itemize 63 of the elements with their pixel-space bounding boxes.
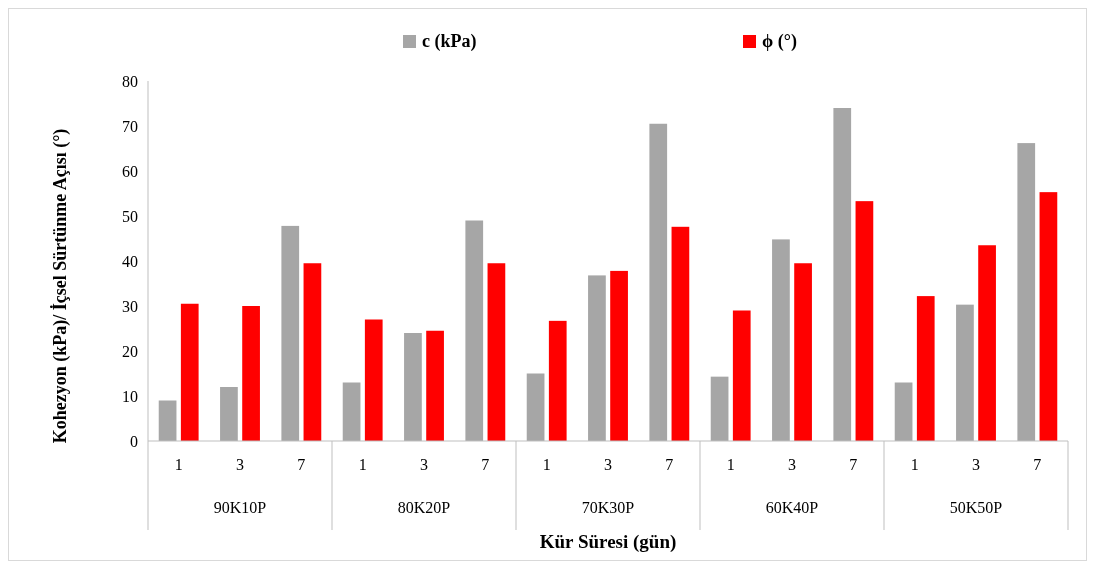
- y-axis-title: Kohezyon (kPa)/ İçsel Sürtünme Açısı (°): [50, 128, 71, 444]
- x-tick-label: 7: [297, 456, 306, 473]
- bar: [1017, 143, 1036, 441]
- x-tick-label: 3: [788, 456, 796, 473]
- bar: [732, 310, 751, 441]
- bar: [1039, 192, 1058, 441]
- text: 60K40P: [765, 499, 819, 516]
- y-tick-label: 60: [122, 162, 138, 180]
- legend-label: ϕ (°): [762, 31, 797, 52]
- y-tick-label: 0: [130, 432, 138, 450]
- text: 50K50P: [949, 499, 1003, 516]
- x-tick-label: 7: [849, 456, 858, 473]
- y-tick-label: 20: [122, 342, 138, 360]
- bar: [588, 275, 606, 441]
- y-tick-label: 30: [122, 297, 138, 315]
- text: 90K10P: [213, 499, 267, 516]
- bar: [978, 245, 996, 441]
- bar: [894, 382, 913, 441]
- bar: [649, 123, 668, 441]
- bar: [220, 387, 238, 441]
- bar: [794, 263, 812, 441]
- x-tick-label: 1: [542, 456, 551, 473]
- x-tick-label: 7: [481, 456, 490, 473]
- x-tick-label: 3: [236, 456, 244, 473]
- bar: [916, 296, 935, 441]
- y-tick-label: 70: [122, 117, 138, 135]
- bar: [610, 270, 628, 441]
- bar: [548, 320, 567, 441]
- legend-label: c (kPa): [422, 31, 477, 52]
- x-axis-title: Kür Süresi (gün): [539, 531, 677, 553]
- x-tick-label: 7: [665, 456, 674, 473]
- bar: [303, 263, 322, 441]
- x-tick-label: 3: [972, 456, 980, 473]
- x-tick-label: 1: [910, 456, 919, 473]
- bar: [526, 373, 545, 441]
- bar: [342, 382, 361, 441]
- bar: [855, 201, 874, 441]
- bar: [487, 263, 506, 441]
- y-tick-label: 10: [122, 387, 138, 405]
- text: 70K30P: [581, 499, 635, 516]
- text: 80K20P: [397, 499, 451, 516]
- bar: [281, 225, 300, 441]
- x-tick-label: 1: [726, 456, 735, 473]
- bar: [956, 304, 974, 441]
- x-tick-label: 1: [174, 456, 183, 473]
- x-tick-label: 7: [1033, 456, 1042, 473]
- bar: [833, 108, 852, 441]
- bar: [404, 333, 422, 441]
- x-tick-label: 1: [358, 456, 367, 473]
- bar: [710, 376, 729, 441]
- y-tick-label: 40: [122, 252, 138, 270]
- x-tick-label: 3: [420, 456, 428, 473]
- y-tick-label: 80: [122, 72, 138, 90]
- bar: [465, 220, 484, 441]
- bar: [772, 239, 790, 441]
- bar: [426, 330, 444, 441]
- x-tick-label: 3: [604, 456, 612, 473]
- bar: [671, 226, 690, 441]
- bar: [180, 303, 199, 441]
- bar: [158, 400, 177, 441]
- y-tick-label: 50: [122, 207, 138, 225]
- bar: [242, 306, 260, 441]
- bar: [364, 319, 383, 441]
